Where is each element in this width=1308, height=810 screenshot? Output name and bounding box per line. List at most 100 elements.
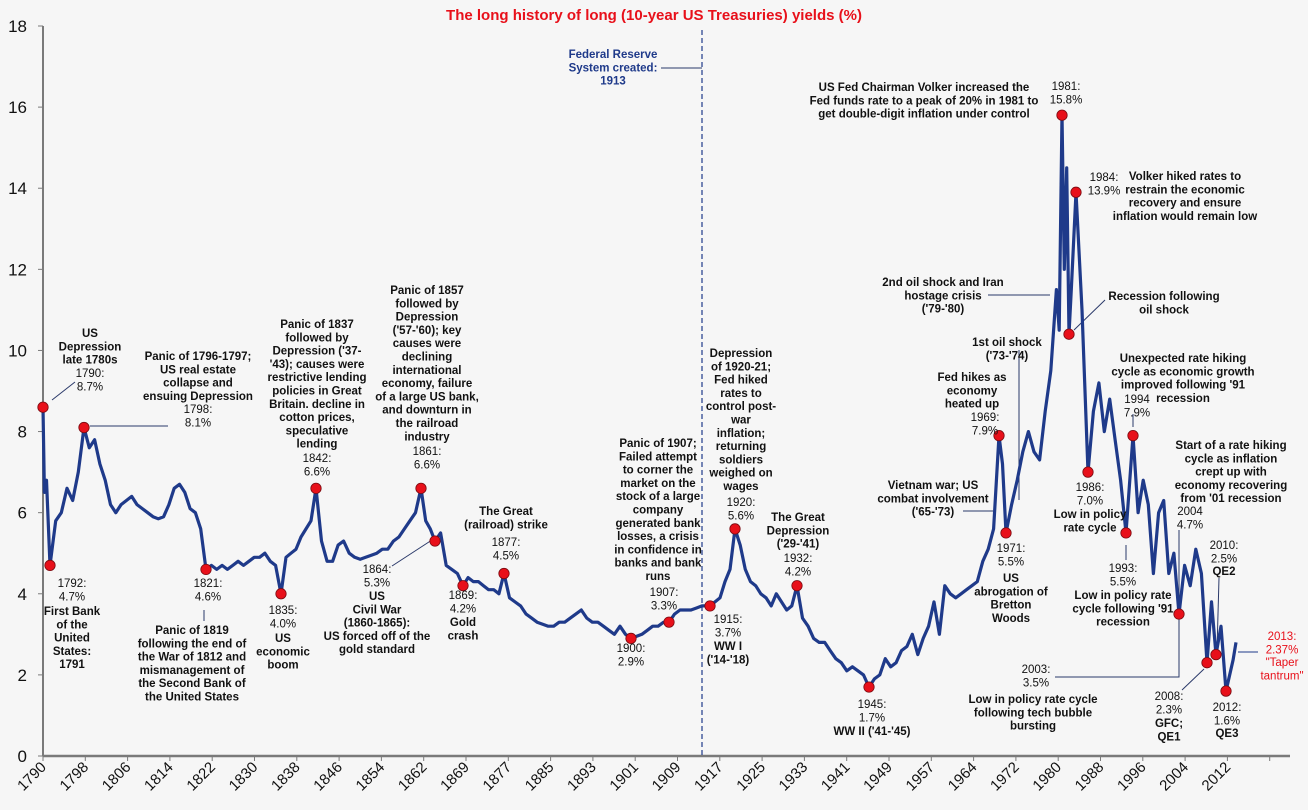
annotation-value-line: 13.9% (1088, 185, 1121, 197)
event-marker (275, 588, 287, 600)
annotation-value-line: 8.1% (185, 417, 211, 429)
annotation-description-line: US (275, 633, 291, 645)
annotation-description-line: wages (722, 481, 758, 493)
event-marker (863, 681, 875, 693)
annotation-description-line: Federal Reserve (569, 49, 658, 61)
annotation-description-line: 1st oil shock (972, 337, 1042, 349)
annotation-description-line: WW I (714, 641, 742, 653)
annotation-value-line: 1877: (492, 537, 521, 549)
x-tick-label: 1814 (141, 759, 177, 795)
x-tick-label: 1862 (395, 759, 431, 795)
annotation-value-line: 4.0% (270, 618, 296, 630)
annotation-description-line: United (54, 633, 90, 645)
annotation-value-line: 1798: (184, 404, 213, 416)
annotation: 1st oil shock('73-'74) (972, 337, 1042, 362)
annotation-description-line: 1913 (600, 76, 626, 88)
event-marker (993, 430, 1005, 442)
annotation-description-line: stock of a large (616, 491, 700, 503)
x-tick-label: 1869 (437, 759, 473, 795)
annotation-description-line: ('57-'60); key (393, 325, 462, 337)
event-marker (791, 580, 803, 592)
annotation-description-line: QE3 (1215, 728, 1238, 740)
annotation-description-line: Panic of 1796-1797; (145, 351, 252, 363)
annotation-description-line: Depression (767, 525, 830, 537)
annotation-value-line: 3.7% (715, 627, 741, 639)
markers (37, 109, 1232, 697)
annotation-description-line: System created: (569, 62, 658, 74)
annotation-description-line: '43); causes were (270, 359, 365, 371)
annotation-value-line: 6.6% (304, 466, 330, 478)
annotation-description-line: Britain. decline in (269, 399, 365, 411)
annotation-description-line: inflation would remain low (1113, 211, 1257, 223)
annotation-value-line: 5.5% (998, 556, 1024, 568)
annotation-description-line: economic (256, 646, 310, 658)
annotation-description-line: 1791 (59, 659, 85, 671)
event-marker (1120, 527, 1132, 539)
x-tick-label: 1917 (691, 759, 727, 795)
annotation-value-line: 1.7% (859, 712, 885, 724)
annotation-description-line: Depression (59, 341, 122, 353)
event-marker (663, 616, 675, 628)
x-tick-label: 1964 (945, 759, 981, 795)
x-tick-label: 1957 (903, 759, 939, 795)
x-tick-label: 1822 (183, 759, 219, 795)
chart-title: The long history of long (10-year US Tre… (446, 7, 862, 24)
annotation-description-line: US forced off of the (324, 631, 431, 643)
annotation-description-line: Panic of 1837 (280, 319, 354, 331)
annotation-description-line: "Taper (1266, 657, 1299, 669)
annotation-description-line: returning (716, 441, 766, 453)
annotation-value-line: 4.6% (195, 591, 221, 603)
x-tick-label: 1996 (1114, 759, 1150, 795)
annotation-value-line: 1932: (784, 553, 813, 565)
annotation-description-line: Depression ('37- (272, 346, 361, 358)
annotation-description-line: crash (448, 630, 479, 642)
annotation-description-line: war (730, 415, 751, 427)
annotation-value-line: 4.2% (450, 603, 476, 615)
annotation-description-line: economy (947, 385, 998, 397)
annotation-description-line: ('29-'41) (777, 539, 820, 551)
annotation-description-line: soldiers (719, 454, 763, 466)
annotation-description-line: Start of a rate hiking (1175, 440, 1286, 452)
annotation-description-line: losses, a crisis (617, 531, 699, 543)
annotation-value-line: 3.3% (651, 600, 677, 612)
annotation-description-line: get double-digit inflation under control (818, 109, 1029, 121)
annotation: The Great(railroad) strike 1877:4.5% (464, 506, 548, 562)
annotation-description-line: and downturn in (382, 405, 471, 417)
annotation-description-line: Depression (396, 312, 459, 324)
x-tick-label: 1893 (564, 759, 600, 795)
annotation-description-line: cycle as inflation (1185, 453, 1278, 465)
event-marker (1070, 186, 1082, 198)
annotation-description-line: GFC; (1155, 718, 1183, 730)
x-tick-label: 1988 (1072, 759, 1108, 795)
annotation-description-line: ('73-'74) (986, 350, 1029, 362)
annotation-description-line: generated bank (616, 518, 702, 530)
annotation-value-line: 2013: (1268, 631, 1297, 643)
x-tick-label: 2012 (1199, 759, 1235, 795)
annotation-value-line: 2.5% (1211, 553, 1237, 565)
x-tick-label: 1877 (480, 759, 516, 795)
annotation-description-line: gold standard (339, 644, 415, 656)
annotation-description-line: QE2 (1212, 566, 1235, 578)
annotation-description-line: Depression (710, 348, 773, 360)
annotation-value-line: 1915: (714, 614, 743, 626)
annotation-description-line: following the end of (138, 638, 247, 650)
annotation-description-line: restrictive lending (267, 372, 366, 384)
annotation-description-line: ('65-'73) (912, 507, 955, 519)
annotation-value-line: 1835: (269, 605, 298, 617)
annotation-value-line: 1981: (1052, 81, 1081, 93)
annotation-description-line: QE1 (1157, 731, 1181, 743)
annotation-description-line: following tech bubble (974, 707, 1092, 719)
annotation-description-line: 2nd oil shock and Iran (882, 277, 1003, 289)
annotation-value-line: 1861: (413, 446, 442, 458)
event-marker (498, 567, 510, 580)
annotation-value-line: 4.2% (785, 566, 811, 578)
annotation-description-line: declining (402, 352, 452, 364)
y-tick-label: 4 (18, 585, 27, 604)
